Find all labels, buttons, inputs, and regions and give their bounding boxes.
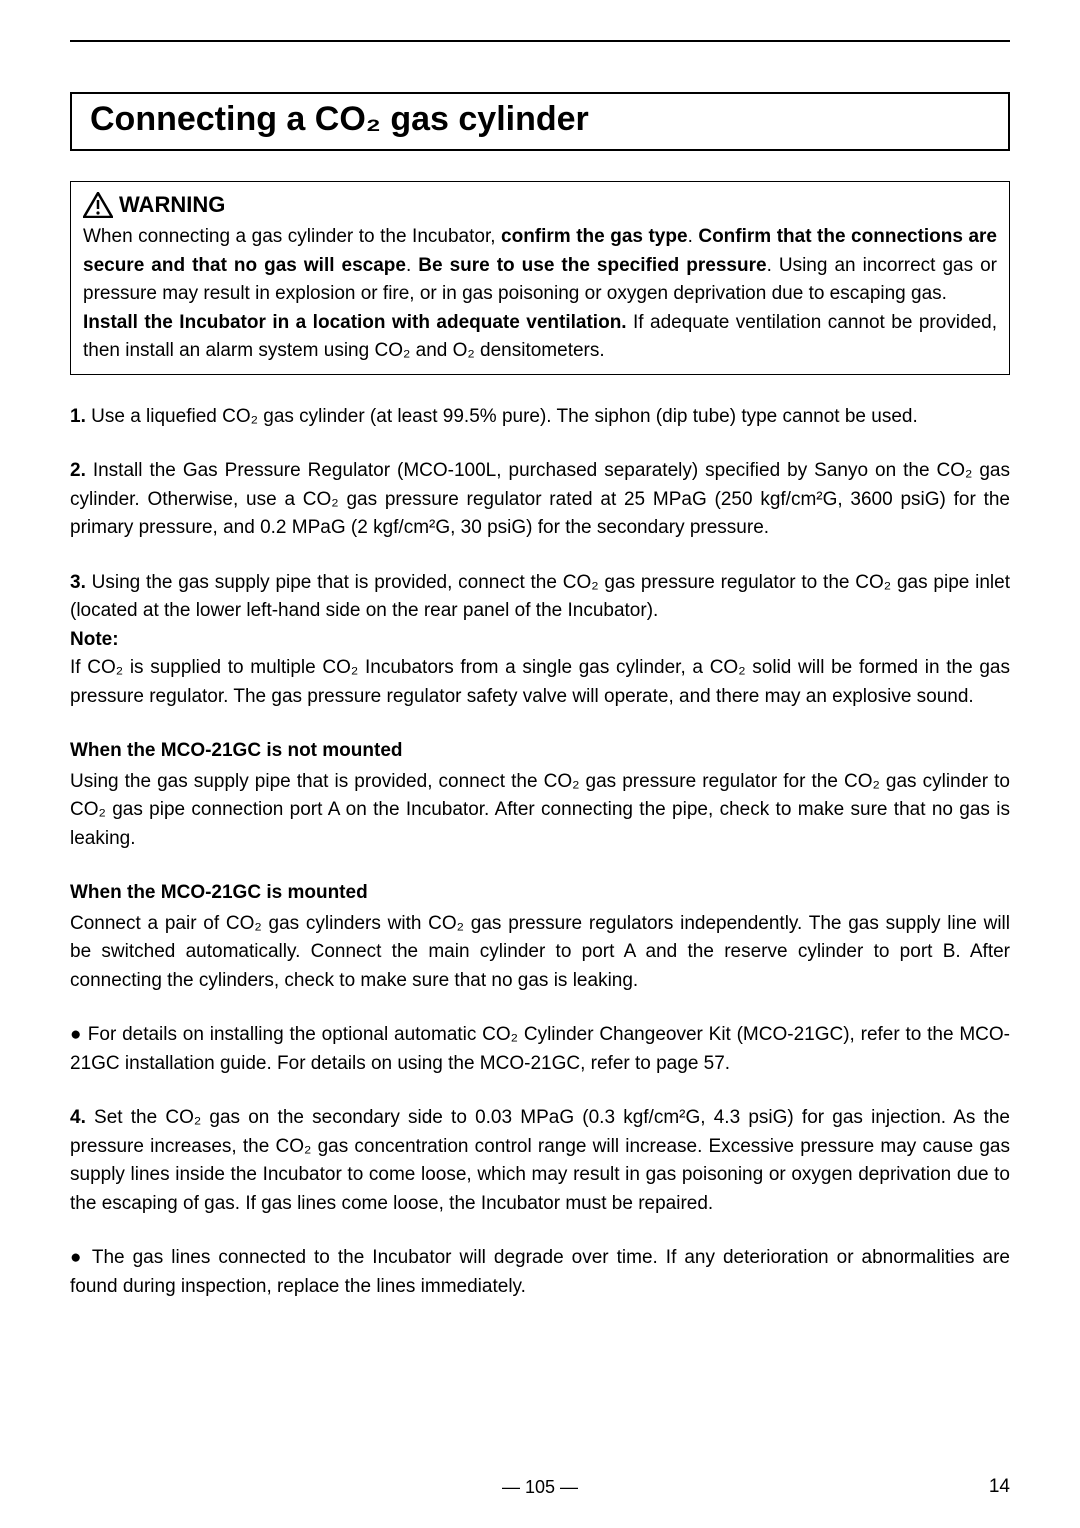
warning-paragraph-1: When connecting a gas cylinder to the In… (83, 223, 997, 309)
step-number: 1. (70, 406, 86, 427)
warning-bold: Install the Incubator in a location with… (83, 312, 627, 333)
warning-text: . (406, 255, 418, 276)
body-content: 1. Use a liquefied CO₂ gas cylinder (at … (70, 403, 1010, 1302)
warning-label: WARNING (119, 188, 225, 221)
section-heading: When the MCO-21GC is not mounted (70, 737, 1010, 766)
section-body: Connect a pair of CO₂ gas cylinders with… (70, 910, 1010, 996)
section-body: Using the gas supply pipe that is provid… (70, 768, 1010, 854)
note-label: Note: (70, 629, 119, 650)
step-2: 2. Install the Gas Pressure Regulator (M… (70, 457, 1010, 543)
step-text: Using the gas supply pipe that is provid… (70, 572, 1010, 622)
footer-center-page-number: — 105 — (0, 1477, 1080, 1498)
bullet-note-2: ● The gas lines connected to the Incubat… (70, 1244, 1010, 1301)
step-1: 1. Use a liquefied CO₂ gas cylinder (at … (70, 403, 1010, 432)
warning-heading: WARNING (83, 188, 997, 221)
section-mounted: When the MCO-21GC is mounted Connect a p… (70, 879, 1010, 995)
top-rule (70, 40, 1010, 42)
step-number: 4. (70, 1107, 86, 1128)
page-title: Connecting a CO₂ gas cylinder (90, 100, 990, 139)
warning-box: WARNING When connecting a gas cylinder t… (70, 181, 1010, 375)
title-box: Connecting a CO₂ gas cylinder (70, 92, 1010, 151)
warning-paragraph-2: Install the Incubator in a location with… (83, 309, 997, 366)
section-not-mounted: When the MCO-21GC is not mounted Using t… (70, 737, 1010, 853)
step-text: Install the Gas Pressure Regulator (MCO-… (70, 460, 1010, 538)
warning-bold: Be sure to use the specified pressure (418, 255, 766, 276)
step-text: Use a liquefied CO₂ gas cylinder (at lea… (86, 406, 918, 427)
footer-right-page-number: 14 (989, 1476, 1010, 1498)
warning-text: When connecting a gas cylinder to the In… (83, 226, 501, 247)
warning-icon (83, 192, 113, 218)
step-text: Set the CO₂ gas on the secondary side to… (70, 1107, 1010, 1214)
step-number: 2. (70, 460, 86, 481)
warning-bold: confirm the gas type (501, 226, 688, 247)
step-4: 4. Set the CO₂ gas on the secondary side… (70, 1104, 1010, 1218)
section-heading: When the MCO-21GC is mounted (70, 879, 1010, 908)
warning-text: . (688, 226, 699, 247)
bullet-note-1: ● For details on installing the optional… (70, 1021, 1010, 1078)
page: Connecting a CO₂ gas cylinder WARNING Wh… (0, 0, 1080, 1528)
step-3: 3. Using the gas supply pipe that is pro… (70, 569, 1010, 712)
step-number: 3. (70, 572, 86, 593)
note-text: If CO₂ is supplied to multiple CO₂ Incub… (70, 657, 1010, 707)
